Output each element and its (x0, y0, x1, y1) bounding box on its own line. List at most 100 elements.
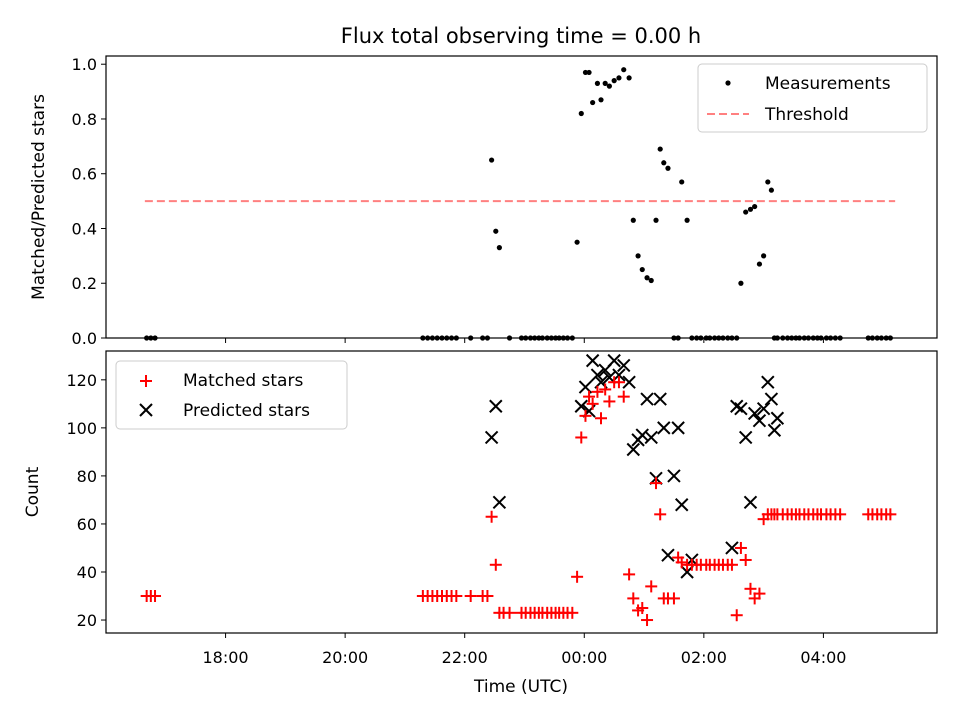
predicted-star-point (617, 358, 631, 373)
measurement-point (611, 78, 617, 84)
count-x-axis: 18:00 20:00 22:00 00:00 02:00 04:00 (203, 633, 846, 667)
predicted-star-point (657, 421, 671, 435)
count-y-tick-label: 40 (77, 563, 97, 582)
matched-star-point (617, 390, 630, 403)
measurement-point (578, 110, 584, 117)
count-panel: 20 40 60 80 100 120 18:00 20:00 22:00 00:00 02:00… (23, 350, 938, 697)
predicted-star-point (675, 498, 689, 512)
count-y-label: Count (23, 466, 43, 517)
matched-star-point (744, 582, 757, 595)
legend-measurements-label: Measurements (765, 74, 891, 94)
measurement-point (493, 228, 499, 234)
ratio-legend: Measurements Threshold (697, 63, 928, 133)
count-y-tick-label: 120 (66, 371, 97, 390)
ratio-y-tick-label: 0.0 (72, 329, 97, 348)
matched-star-point (464, 590, 477, 603)
ratio-y-tick-label: 0.2 (72, 274, 97, 293)
predicted-star-point (585, 353, 600, 368)
measurement-point (635, 253, 641, 259)
matched-star-point (734, 541, 747, 554)
count-axes-frame (105, 350, 938, 634)
ratio-x-axis (225, 338, 824, 343)
predicted-star-point (640, 392, 654, 406)
chart-title: Flux total observing time = 0.00 h (341, 24, 701, 48)
predicted-star-point (770, 411, 785, 425)
matched-star-point (650, 477, 663, 490)
count-plot-area (140, 353, 897, 627)
measurement-point (657, 146, 663, 152)
matched-star-point (612, 376, 625, 389)
x-tick-label: 04:00 (800, 648, 846, 667)
predicted-star-point (644, 430, 658, 445)
matched-star-point (730, 609, 743, 622)
measurement-point (590, 99, 596, 106)
measurement-point (765, 179, 771, 185)
matched-star-point (575, 431, 588, 444)
predicted-star-point (626, 442, 641, 457)
matched-star-point (654, 508, 667, 521)
measurement-point (574, 239, 580, 245)
predicted-star-point (761, 375, 775, 389)
ratio-y-tick-label: 0.6 (72, 165, 97, 184)
measurement-point (586, 69, 592, 76)
ratio-y-axis: 0.0 0.2 0.4 0.6 0.8 1.0 (72, 55, 106, 348)
measurement-point (616, 75, 622, 81)
matched-star-point (645, 580, 658, 593)
x-tick-label: 00:00 (561, 648, 607, 667)
predicted-star-point (653, 392, 667, 406)
ratio-legend-frame (697, 63, 928, 133)
predicted-star-point (738, 430, 753, 445)
predicted-star-point (767, 423, 782, 437)
legend-predicted-marker (139, 403, 153, 417)
ratio-y-tick-label: 0.8 (72, 110, 97, 129)
matched-star-point (149, 590, 162, 603)
matched-star-point (591, 385, 604, 398)
predicted-star-point (667, 469, 681, 483)
predicted-star-point (752, 413, 767, 428)
matched-star-point (725, 558, 738, 571)
x-axis-label: Time (UTC) (473, 677, 568, 697)
measurement-point (621, 67, 627, 73)
measurement-point (598, 97, 604, 103)
measurement-point (602, 80, 608, 86)
matched-star-point (739, 553, 752, 566)
measurement-point (747, 206, 754, 212)
measurement-point (756, 261, 763, 267)
predicted-star-point (492, 495, 507, 510)
matched-star-point (489, 558, 502, 571)
count-legend-frame (115, 360, 348, 430)
matched-star-point (675, 556, 688, 569)
legend-measurements-marker (725, 80, 731, 86)
legend-predicted-label: Predicted stars (183, 401, 310, 421)
predicted-star-point (671, 421, 685, 435)
matched-star-point (583, 390, 596, 403)
measurement-point (761, 253, 767, 259)
predicted-star-point (622, 375, 636, 389)
predicted-star-point (725, 541, 739, 555)
predicted-star-point (734, 401, 748, 416)
matched-star-point (481, 590, 494, 603)
matched-star-point (586, 397, 599, 410)
count-y-tick-label: 20 (77, 611, 97, 630)
matched-star-point (636, 602, 649, 615)
measurement-point (684, 217, 690, 223)
measurement-point (489, 157, 495, 163)
measurement-point (743, 209, 749, 215)
x-tick-label: 02:00 (681, 648, 727, 667)
measurement-point (768, 187, 774, 193)
predicted-star-point (484, 430, 499, 445)
matched-star-point (503, 606, 516, 619)
ratio-y-label: Matched/Predicted stars (29, 94, 49, 300)
count-y-tick-label: 60 (77, 515, 97, 534)
measurement-point (639, 266, 645, 273)
predicted-star-point (489, 399, 503, 413)
matched-star-point (627, 592, 640, 605)
predicted-star-point (590, 368, 605, 382)
measurement-point (630, 217, 636, 223)
count-legend: Matched stars Predicted stars (115, 360, 348, 430)
predicted-star-point (764, 392, 779, 406)
measurement-point (582, 69, 589, 76)
legend-threshold-label: Threshold (764, 105, 849, 125)
matched-star-point (450, 590, 463, 603)
